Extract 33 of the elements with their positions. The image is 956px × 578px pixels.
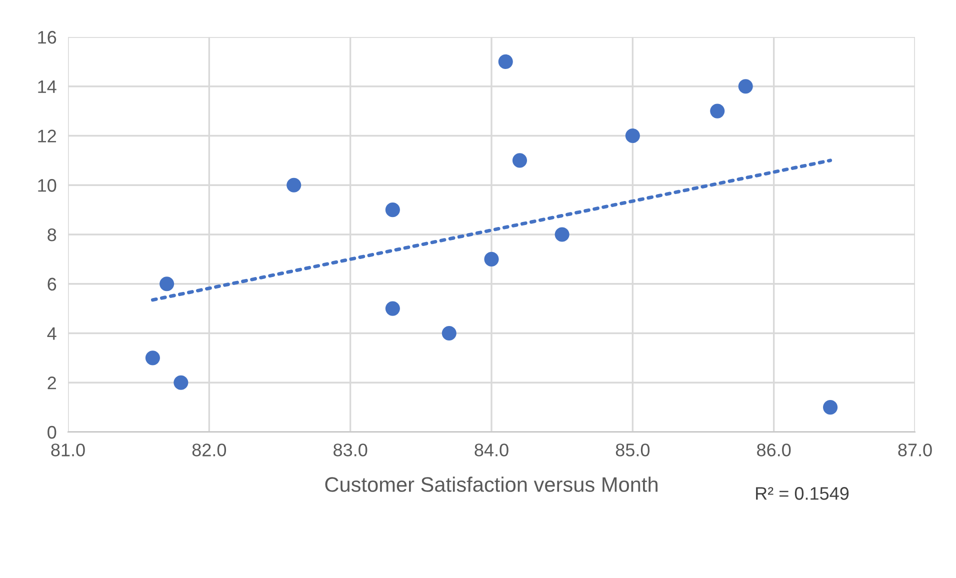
point [385,301,400,316]
point [385,202,400,218]
point [625,128,640,144]
y-tick-label: 4 [47,327,56,340]
y-tick-label: 10 [38,179,56,192]
y-tick-label: 8 [48,228,56,242]
point [174,375,188,390]
x-tick-label: 86.0 [757,444,791,456]
point [286,178,302,192]
y-tick-label: 6 [48,278,56,291]
x-tick-label: 85.0 [616,444,650,456]
point [442,326,456,341]
point [738,79,753,94]
point [823,400,838,415]
x-tick-label: 82.0 [192,444,226,456]
x-tick-label: 87.0 [898,444,932,456]
x-tick-label: 81.0 [51,444,85,456]
text: R² = 0.1549 [756,487,849,500]
point [710,104,725,118]
y-tick-label: 14 [38,80,56,93]
point [512,153,528,168]
point [554,227,570,242]
y-tick-label: 16 [38,30,56,44]
x-tick-label: 83.0 [334,444,368,456]
point [484,252,499,266]
y-tick-label: 0 [48,426,56,439]
x-tick-label: 84.0 [474,444,508,456]
y-tick-label: 12 [38,130,56,142]
point [145,350,160,366]
point [498,54,513,69]
point [160,276,174,292]
y-tick-label: 2 [48,376,56,390]
x-axis-title: Customer Satisfaction versus Month [325,476,658,492]
